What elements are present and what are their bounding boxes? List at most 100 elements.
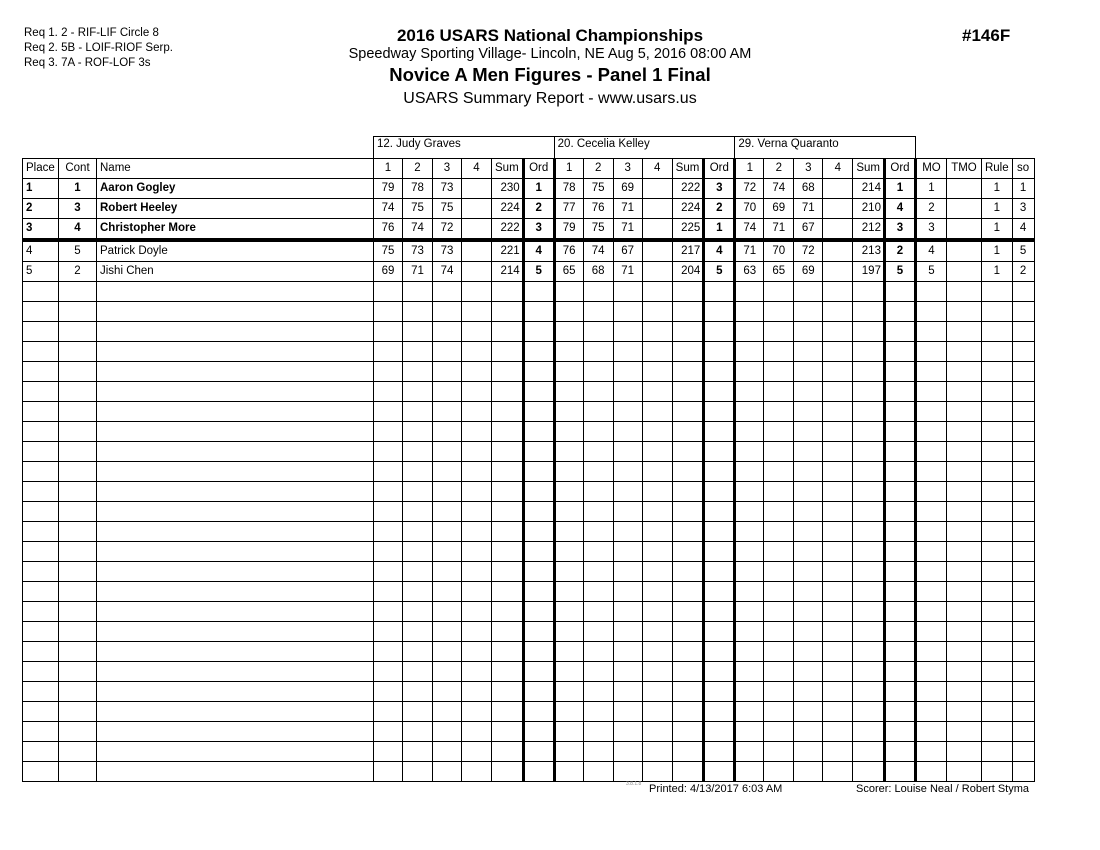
cont [58, 601, 97, 622]
mark [432, 521, 462, 542]
mark [641, 301, 673, 322]
sum [491, 721, 524, 742]
sum [671, 601, 705, 622]
sum: 210 [852, 198, 885, 219]
mark [734, 541, 765, 562]
mark [763, 321, 795, 342]
tmo [945, 581, 982, 602]
skater-name [96, 281, 374, 302]
sum [852, 701, 885, 722]
mark [641, 361, 673, 382]
rule: 1 [980, 261, 1013, 282]
mark [612, 441, 643, 462]
sum [852, 621, 885, 642]
tmo [945, 501, 982, 522]
ordinal [882, 541, 917, 562]
mark: 74 [763, 178, 795, 199]
skater-name [96, 441, 374, 462]
mark [734, 701, 765, 722]
mo [914, 581, 947, 602]
ordinal [521, 641, 556, 662]
ordinal [702, 281, 737, 302]
mark [822, 461, 854, 482]
ordinal [702, 761, 737, 782]
mark [793, 461, 824, 482]
ordinal [882, 641, 917, 662]
header-mark: 4 [641, 158, 673, 179]
rule [980, 421, 1013, 442]
empty-row [22, 321, 1035, 342]
mark [612, 721, 643, 742]
rule [980, 381, 1013, 402]
place [22, 561, 59, 582]
mark [734, 521, 765, 542]
empty-row [22, 741, 1035, 762]
mark [763, 521, 795, 542]
mark [553, 701, 584, 722]
mark [734, 501, 765, 522]
place [22, 381, 59, 402]
place [22, 661, 59, 682]
sum [852, 661, 885, 682]
sum [671, 341, 705, 362]
place [22, 701, 59, 722]
ordinal [702, 521, 737, 542]
mo [914, 601, 947, 622]
empty-row [22, 701, 1035, 722]
so [1011, 301, 1035, 322]
mark [763, 301, 795, 322]
empty-row [22, 561, 1035, 582]
mark [822, 218, 854, 242]
ordinal: 5 [521, 261, 556, 282]
mark [373, 641, 403, 662]
empty-row [22, 661, 1035, 682]
ordinal [882, 701, 917, 722]
mark [432, 641, 462, 662]
header-rule: Rule [980, 158, 1013, 179]
mark [582, 361, 614, 382]
mark [461, 341, 492, 362]
ordinal: 1 [882, 178, 917, 199]
mark: 72 [432, 218, 462, 242]
mark [641, 761, 673, 782]
mark [402, 281, 433, 302]
column-header-row: Place Cont Name 1 2 3 4 Sum Ord 1 2 3 4 Sum Ord 1 2 3 4 Sum… [22, 158, 1035, 179]
mark: 70 [763, 239, 795, 262]
mark [582, 281, 614, 302]
skater-name [96, 381, 374, 402]
mark [402, 641, 433, 662]
sum: 222 [671, 178, 705, 199]
mark [553, 341, 584, 362]
mark [822, 601, 854, 622]
mark: 68 [793, 178, 824, 199]
ordinal: 3 [521, 218, 556, 242]
cont [58, 581, 97, 602]
mark [612, 401, 643, 422]
mark [612, 521, 643, 542]
sum [671, 621, 705, 642]
mark [461, 239, 492, 262]
mark [641, 581, 673, 602]
so [1011, 461, 1035, 482]
mark: 73 [402, 239, 433, 262]
ordinal: 1 [521, 178, 556, 199]
tmo [945, 741, 982, 762]
mark [582, 441, 614, 462]
mark: 75 [432, 198, 462, 219]
tmo [945, 301, 982, 322]
ordinal [702, 581, 737, 602]
ordinal [521, 541, 556, 562]
mark [432, 321, 462, 342]
mark [432, 421, 462, 442]
tmo [945, 521, 982, 542]
mark [793, 541, 824, 562]
mark [641, 641, 673, 662]
mark [373, 681, 403, 702]
mark [402, 681, 433, 702]
mark: 71 [612, 218, 643, 242]
ordinal [521, 421, 556, 442]
table-row: 4 5 Patrick Doyle 75 73 73 221 4 76 74 67 217 4 71 70 7… [22, 239, 1035, 262]
sum [491, 581, 524, 602]
tmo [945, 601, 982, 622]
mo [914, 681, 947, 702]
